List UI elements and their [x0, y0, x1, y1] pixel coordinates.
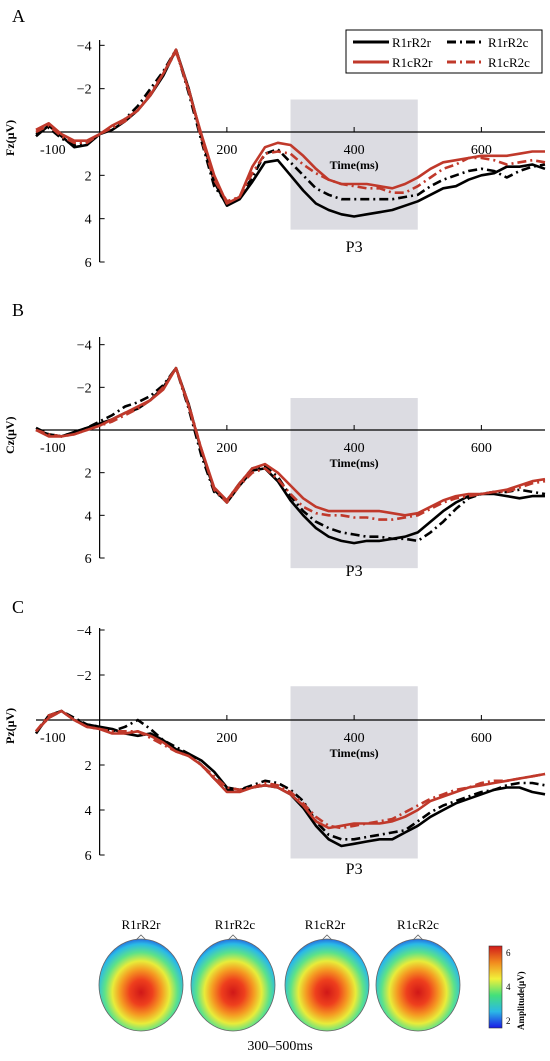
panel-b-chart: -100 200 400 600 −4 −2 2 4 6 Cz(μV) Time(ms) P3 [3, 337, 546, 580]
channel-label: Fz(μV) [3, 120, 17, 156]
x-tick-label: 600 [471, 731, 492, 746]
x-axis-label: Time(ms) [330, 746, 379, 760]
x-tick-label: 200 [216, 731, 237, 746]
colorbar-tick-4: 4 [506, 982, 511, 992]
x-tick-label: 600 [471, 143, 492, 158]
y-tick-label: 2 [85, 759, 92, 774]
series-line-r1cr2c [34, 709, 546, 830]
topomap-r1rr2c [190, 934, 276, 1032]
topomap-title-4: R1cR2c [397, 917, 439, 932]
x-tick-label: 200 [216, 441, 237, 456]
panel-label-b: B [12, 300, 24, 320]
time-window-label: 300–500ms [247, 1039, 312, 1054]
y-tick-label: 6 [85, 552, 92, 567]
x-tick-label: -100 [40, 143, 66, 158]
topomap-r1cr2r [284, 934, 370, 1032]
topomap-r1rr2r [98, 934, 184, 1032]
y-tick-label: 6 [85, 256, 92, 271]
colorbar-tick-2: 2 [506, 1016, 511, 1026]
y-tick-label: −4 [77, 339, 92, 354]
legend-label-r1rr2r: R1rR2r [392, 35, 432, 50]
panel-a-chart: -100 200 400 600 −4 −2 2 4 6 Fz(μV) Time(ms) P3 [3, 39, 546, 271]
legend-label-r1rr2c: R1rR2c [488, 35, 529, 50]
y-tick-label: −4 [77, 624, 92, 639]
colorbar-label: Amplitude(μV) [516, 971, 526, 1030]
y-tick-label: −4 [77, 39, 92, 54]
legend: R1rR2r R1rR2c R1cR2r R1cR2c [345, 29, 543, 74]
series-line-r1rr2c [35, 709, 546, 841]
x-tick-label: -100 [40, 731, 66, 746]
x-axis-label: Time(ms) [330, 456, 379, 470]
y-tick-label: 4 [85, 804, 92, 819]
topomap-title-3: R1cR2r [305, 917, 346, 932]
y-tick-label: −2 [77, 83, 92, 98]
y-tick-label: 2 [85, 169, 92, 184]
p3-window [290, 686, 418, 859]
topomap-r1cr2c [375, 934, 461, 1032]
legend-label-r1cr2c: R1cR2c [488, 55, 530, 70]
y-tick-label: 4 [85, 509, 92, 524]
y-tick-label: 2 [85, 467, 92, 482]
x-tick-label: 400 [344, 441, 365, 456]
series-line-r1cr2r [35, 366, 546, 517]
topomap-title-2: R1rR2c [215, 917, 256, 932]
x-tick-label: 200 [216, 143, 237, 158]
x-tick-label: 600 [471, 441, 492, 456]
panel-label-a: A [12, 6, 25, 26]
x-tick-label: 400 [344, 731, 365, 746]
colorbar-tick-6: 6 [506, 948, 511, 958]
y-tick-label: −2 [77, 669, 92, 684]
series-line-r1rr2c [35, 366, 546, 543]
topomap-title-1: R1rR2r [122, 917, 162, 932]
p3-annotation: P3 [346, 239, 363, 256]
legend-label-r1cr2r: R1cR2r [392, 55, 433, 70]
series-line-r1cr2r [35, 48, 545, 205]
topomap-row: R1rR2r R1rR2c R1cR2r R1cR2c 300–500ms 6 … [98, 917, 526, 1054]
p3-annotation: P3 [346, 563, 363, 580]
panel-c-chart: -100 200 400 600 −4 −2 2 4 6 Pz(μV) Time(ms) P3 [3, 624, 546, 878]
colorbar: 6 4 2 Amplitude(μV) [488, 945, 526, 1030]
x-tick-label: -100 [40, 441, 66, 456]
y-tick-label: 4 [85, 213, 92, 228]
y-tick-label: 6 [85, 849, 92, 864]
panel-label-c: C [12, 597, 24, 617]
x-tick-label: 400 [344, 143, 365, 158]
series-line-r1cr2c [35, 50, 546, 203]
p3-annotation: P3 [346, 861, 363, 878]
channel-label: Cz(μV) [3, 417, 17, 454]
series-line-r1cr2r [35, 709, 546, 830]
x-axis-label: Time(ms) [330, 158, 379, 172]
channel-label: Pz(μV) [3, 708, 17, 744]
y-tick-label: −2 [77, 381, 92, 396]
